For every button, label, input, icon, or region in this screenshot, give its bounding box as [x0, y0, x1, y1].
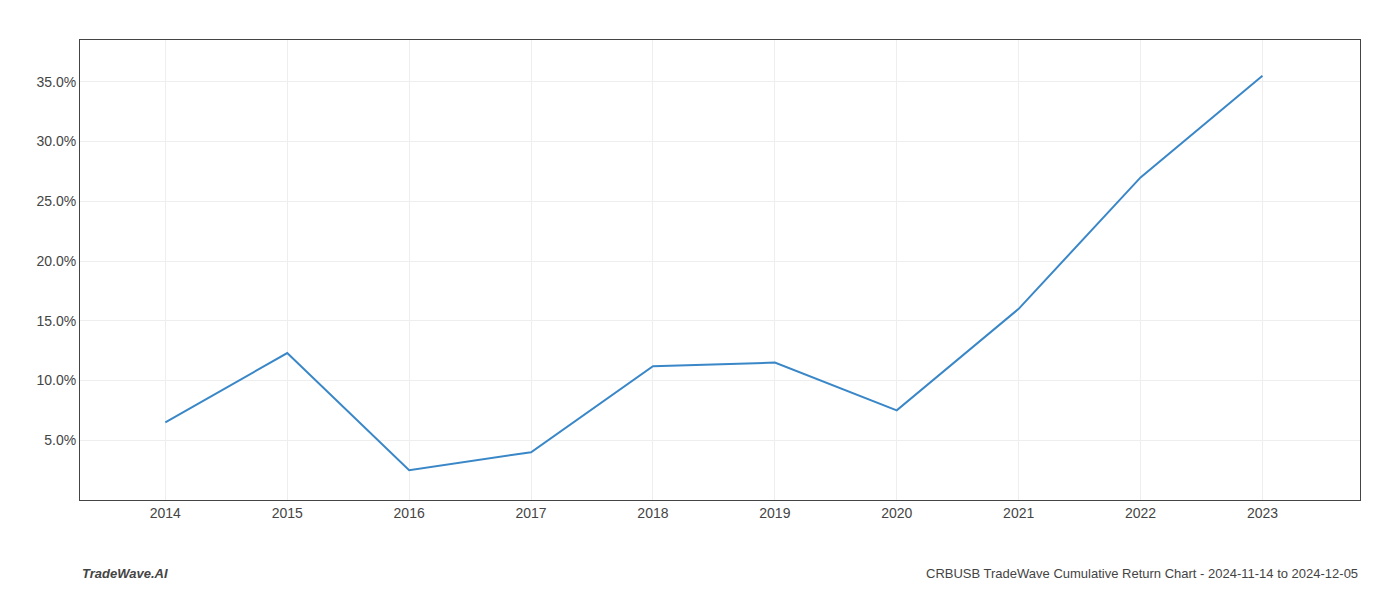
svg-text:2020: 2020: [881, 505, 912, 521]
svg-text:25.0%: 25.0%: [36, 193, 76, 209]
svg-text:10.0%: 10.0%: [36, 372, 76, 388]
svg-text:2017: 2017: [515, 505, 546, 521]
svg-text:2022: 2022: [1125, 505, 1156, 521]
svg-text:2019: 2019: [759, 505, 790, 521]
svg-text:5.0%: 5.0%: [44, 432, 76, 448]
svg-text:2018: 2018: [637, 505, 668, 521]
svg-text:2014: 2014: [150, 505, 181, 521]
svg-text:2015: 2015: [272, 505, 303, 521]
svg-text:TradeWave.AI: TradeWave.AI: [82, 566, 168, 581]
svg-text:35.0%: 35.0%: [36, 74, 76, 90]
svg-text:20.0%: 20.0%: [36, 253, 76, 269]
svg-text:2016: 2016: [394, 505, 425, 521]
svg-text:CRBUSB TradeWave Cumulative Re: CRBUSB TradeWave Cumulative Return Chart…: [926, 566, 1358, 581]
svg-text:15.0%: 15.0%: [36, 313, 76, 329]
svg-text:2023: 2023: [1247, 505, 1278, 521]
svg-text:2021: 2021: [1003, 505, 1034, 521]
svg-text:30.0%: 30.0%: [36, 133, 76, 149]
